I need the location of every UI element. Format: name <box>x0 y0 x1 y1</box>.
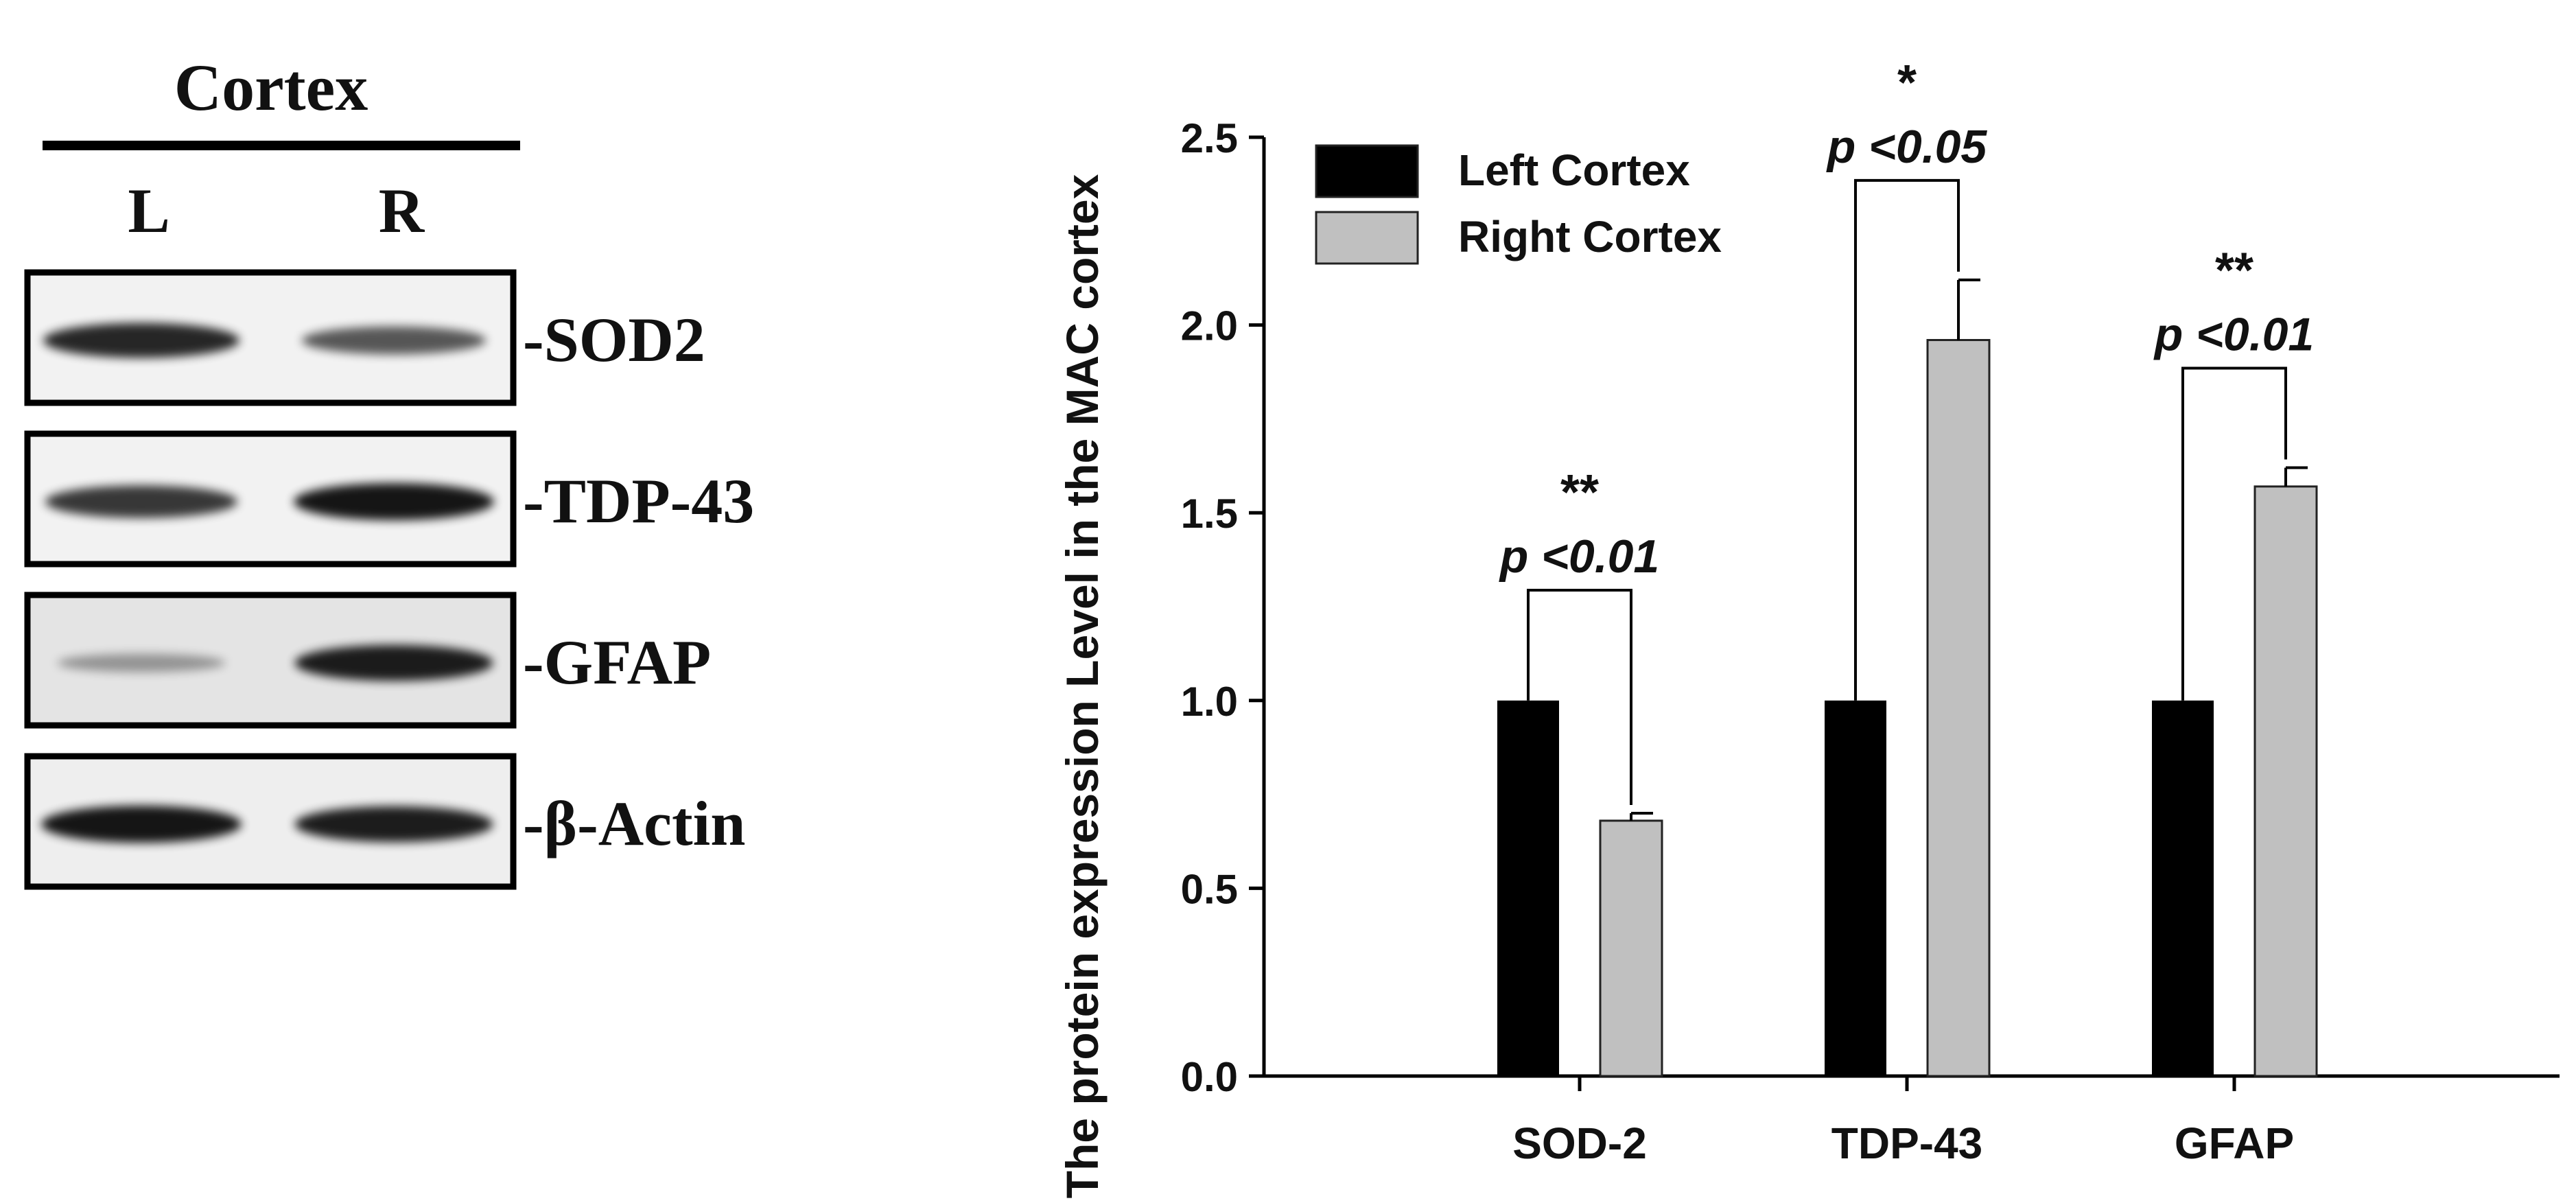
y-tick-label: 0.5 <box>1181 866 1238 912</box>
legend-label: Left Cortex <box>1458 145 1690 195</box>
y-tick-label: 2.5 <box>1181 115 1238 161</box>
significance-bracket <box>2181 366 2287 701</box>
blot-band <box>293 482 495 521</box>
blot-row-label: -GFAP <box>523 627 711 697</box>
blot-row: -β-Actin <box>24 753 745 890</box>
chart-legend: Left Cortex Right Cortex <box>1315 144 1722 265</box>
legend-swatch <box>1315 211 1419 265</box>
y-tick-label: 2.0 <box>1181 303 1238 349</box>
y-axis-label: The protein expression Level in the MAC … <box>1057 174 1108 1198</box>
significance-bracket <box>1854 178 1960 701</box>
blot-band <box>40 805 242 843</box>
y-tick-label: 1.0 <box>1181 679 1238 725</box>
significance-stars: ** <box>2215 244 2253 299</box>
bar-left-cortex <box>1825 700 1886 1076</box>
bar-chart-panel: The protein expression Level in the MAC … <box>1057 56 2560 1198</box>
blot-row-label: -TDP-43 <box>523 466 754 536</box>
blot-band <box>301 326 487 355</box>
y-tick-label: 1.5 <box>1181 491 1238 537</box>
bar-left-cortex <box>1497 700 1559 1076</box>
bar-right-cortex <box>1926 338 1991 1077</box>
blot-band <box>45 485 238 518</box>
significance-annotations: p <0.01 ** p <0.05 * p <0.01 ** <box>1499 56 2315 805</box>
blot-row: -TDP-43 <box>24 430 754 568</box>
p-value-label: p <0.01 <box>2153 309 2315 361</box>
blot-header: Cortex <box>174 51 368 124</box>
blot-band <box>43 323 240 358</box>
significance-bracket <box>1527 589 1632 805</box>
x-tick-label: GFAP <box>2175 1119 2294 1168</box>
p-value-label: p <0.05 <box>1826 121 1988 173</box>
blot-row: -GFAP <box>24 592 711 729</box>
lane-label-left: L <box>128 176 169 246</box>
y-tick-label: 0.0 <box>1181 1054 1238 1100</box>
blot-band <box>294 644 493 681</box>
legend-label: Right Cortex <box>1458 212 1722 261</box>
bar-left-cortex <box>2152 700 2214 1076</box>
blot-row: -SOD2 <box>24 269 705 406</box>
x-axis-ticks: SOD-2 TDP-43 GFAP <box>1512 1076 2294 1168</box>
significance-stars: ** <box>1560 465 1599 520</box>
blot-band <box>294 806 493 843</box>
blot-row-label: -SOD2 <box>523 305 705 375</box>
western-blot-panel: Cortex L R -SOD2 -TDP-43 -GFAP -β-Actin <box>24 51 754 890</box>
p-value-label: p <0.01 <box>1499 530 1660 583</box>
legend-swatch <box>1315 144 1419 198</box>
bar-right-cortex <box>1599 819 1663 1077</box>
blot-row-label: -β-Actin <box>523 789 745 859</box>
bars <box>1497 278 2318 1077</box>
bar-right-cortex <box>2253 485 2318 1077</box>
blot-rows: -SOD2 -TDP-43 -GFAP -β-Actin <box>24 269 754 890</box>
lane-label-right: R <box>379 176 425 246</box>
significance-stars: * <box>1897 56 1917 110</box>
x-tick-label: TDP-43 <box>1831 1119 1983 1168</box>
y-axis-ticks: 0.0 0.5 1.0 1.5 2.0 2.5 <box>1181 115 1264 1100</box>
blot-band <box>57 653 226 673</box>
x-tick-label: SOD-2 <box>1512 1119 1647 1168</box>
